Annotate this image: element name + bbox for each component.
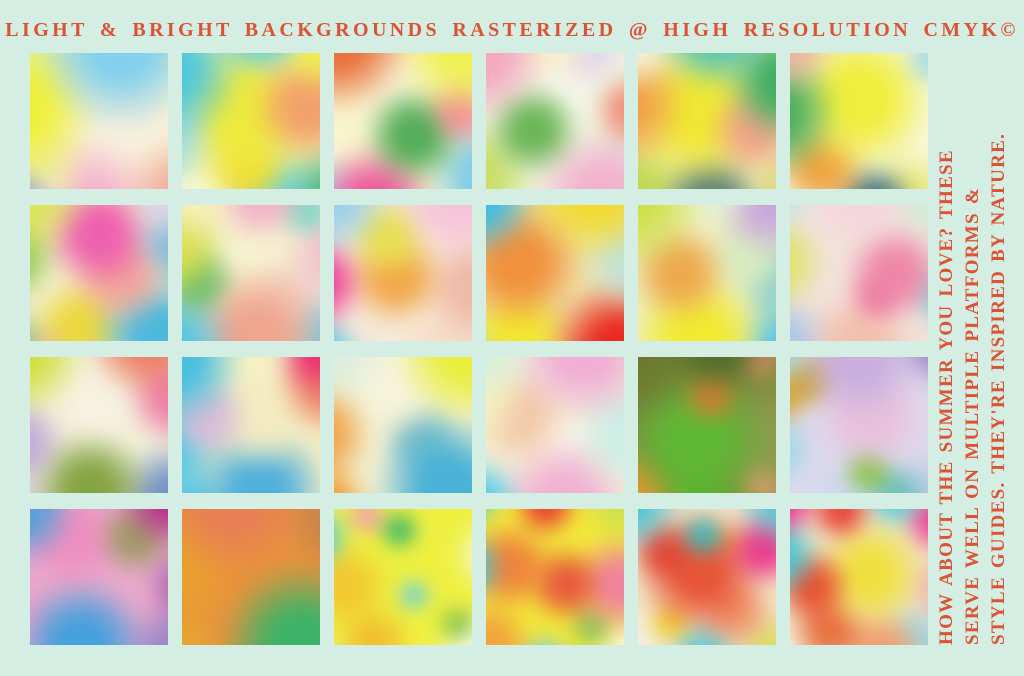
gradient-blob-layer [334, 509, 472, 645]
gradient-swatch-22 [486, 509, 624, 645]
side-note-line: HOW ABOUT THE SUMMER YOU LOVE? THESE [936, 149, 957, 645]
gradient-swatch-08 [182, 205, 320, 341]
gradient-blob-layer [30, 357, 168, 493]
gradient-blob-layer [790, 205, 928, 341]
gradient-swatch-05 [638, 53, 776, 189]
gradient-blob-layer [182, 53, 320, 189]
gradient-swatch-19 [30, 509, 168, 645]
gradient-swatch-09 [334, 205, 472, 341]
gradient-swatch-01 [30, 53, 168, 189]
page-title: LIGHT & BRIGHT BACKGROUNDS RASTERIZED @ … [5, 19, 1019, 41]
side-note-text: HOW ABOUT THE SUMMER YOU LOVE? THESE SER… [934, 53, 1016, 645]
gradient-swatch-17 [638, 357, 776, 493]
gradient-blob-layer [182, 205, 320, 341]
gradient-blob-layer [790, 509, 928, 645]
gradient-blob-layer [334, 53, 472, 189]
side-note-line: STYLE GUIDES. THEY'RE INSPIRED BY NATURE… [988, 132, 1009, 645]
gradient-swatch-03 [334, 53, 472, 189]
gradient-blob-layer [790, 53, 928, 189]
gradient-swatch-12 [790, 205, 928, 341]
gradient-blob-layer [486, 205, 624, 341]
gradient-swatch-11 [638, 205, 776, 341]
gradient-blob-layer [30, 53, 168, 189]
gradient-blob-layer [638, 53, 776, 189]
gradient-blob-layer [334, 205, 472, 341]
gradient-swatch-14 [182, 357, 320, 493]
gradient-swatch-15 [334, 357, 472, 493]
gradient-blob-layer [182, 357, 320, 493]
gradient-blob-layer [486, 509, 624, 645]
gradient-blob-layer [334, 357, 472, 493]
side-note-line: SERVE WELL ON MULTIPLE PLATFORMS & [962, 186, 983, 645]
gradient-blob-layer [790, 357, 928, 493]
gradient-swatch-16 [486, 357, 624, 493]
gradient-blob-layer [638, 357, 776, 493]
gradient-swatch-06 [790, 53, 928, 189]
gradient-swatch-13 [30, 357, 168, 493]
gradient-swatch-10 [486, 205, 624, 341]
gradient-swatch-24 [790, 509, 928, 645]
swatch-grid [30, 53, 928, 645]
gradient-swatch-23 [638, 509, 776, 645]
gradient-swatch-04 [486, 53, 624, 189]
gradient-swatch-21 [334, 509, 472, 645]
gradient-blob-layer [638, 205, 776, 341]
gradient-blob-layer [30, 205, 168, 341]
gradient-blob-layer [638, 509, 776, 645]
gradient-blob-layer [30, 509, 168, 645]
gradient-swatch-20 [182, 509, 320, 645]
gradient-swatch-02 [182, 53, 320, 189]
side-note: HOW ABOUT THE SUMMER YOU LOVE? THESE SER… [934, 53, 1016, 645]
gradient-swatch-18 [790, 357, 928, 493]
gradient-blob-layer [486, 53, 624, 189]
gradient-blob-layer [486, 357, 624, 493]
gradient-blob-layer [182, 509, 320, 645]
gradient-swatch-07 [30, 205, 168, 341]
